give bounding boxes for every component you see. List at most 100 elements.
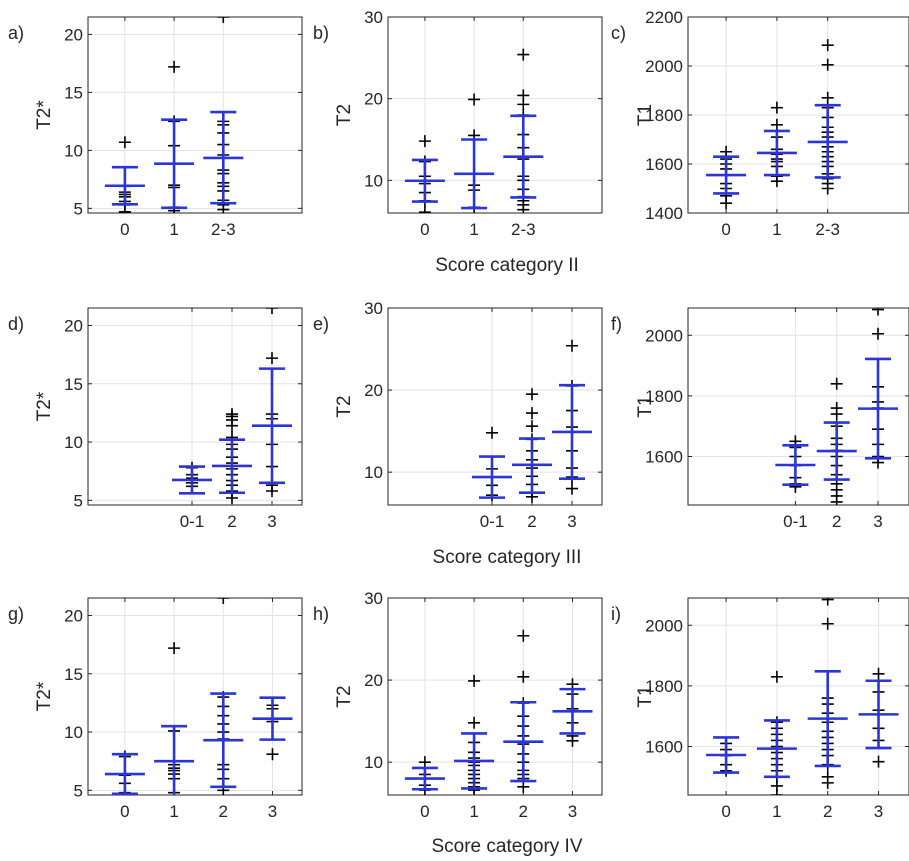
y-axis-label: T1	[635, 395, 656, 417]
y-tick-label: 1800	[645, 387, 683, 406]
error-bar	[172, 465, 212, 495]
y-tick-label: 5	[74, 781, 83, 800]
y-tick-label: 1600	[645, 738, 683, 757]
error-bar	[252, 696, 293, 741]
panel-label: e)	[313, 314, 329, 334]
y-tick-label: 1600	[645, 448, 683, 467]
panel-i: 1600 1800 2000 0 1 2 3 T1 i)	[611, 597, 909, 821]
error-bar	[512, 437, 552, 494]
data-layer	[104, 598, 293, 795]
panel-a: 5 10 15 20 0 1 2-3 T2* a)	[8, 16, 303, 239]
error-bar	[203, 692, 244, 789]
y-tick-label: 10	[364, 463, 383, 482]
x-tick-label: 0-1	[180, 512, 205, 531]
data-layer	[775, 308, 899, 505]
error-bar	[404, 766, 445, 791]
y-axis-label: T2	[334, 395, 355, 417]
data-layer	[404, 48, 544, 213]
x-tick-label: 0	[721, 802, 730, 821]
panel-e: 10 20 30 0-1 2 3 T2 e)	[313, 299, 603, 531]
y-tick-label: 5	[74, 199, 83, 218]
y-tick-label: 2000	[645, 57, 683, 76]
grid	[88, 17, 302, 213]
axes-box	[387, 307, 603, 506]
grid	[688, 308, 909, 505]
x-tick-label: 0-1	[480, 512, 505, 531]
error-bar	[756, 129, 797, 177]
y-axis-label: T2*	[34, 391, 55, 421]
panel-label: a)	[8, 23, 24, 43]
x-tick-label: 1	[169, 802, 178, 821]
y-tick-label: 15	[64, 665, 83, 684]
data-layer	[706, 39, 848, 210]
y-tick-label: 10	[64, 141, 83, 160]
y-tick-label: 15	[64, 375, 83, 394]
x-tick-label: 1	[772, 220, 781, 239]
data-layer	[104, 17, 244, 213]
y-tick-label: 10	[64, 433, 83, 452]
x-tick-label: 2	[519, 802, 528, 821]
error-bar	[212, 438, 252, 495]
error-bar	[858, 357, 899, 460]
x-tick-label: 2-3	[211, 220, 236, 239]
error-bar	[454, 138, 495, 210]
row-xlabel-iii: Score category III	[433, 547, 582, 568]
error-bar	[154, 724, 195, 795]
data-point	[821, 182, 834, 195]
y-axis-label: T2*	[34, 681, 55, 711]
error-bar	[104, 752, 145, 795]
panel-label: b)	[313, 23, 329, 43]
x-tick-label: 0	[120, 802, 129, 821]
data-point	[821, 776, 834, 789]
error-bar	[706, 736, 747, 774]
panel-f: 1600 1800 2000 0-1 2 3 T1 f)	[611, 307, 909, 531]
error-bar	[252, 367, 292, 485]
data-point	[830, 495, 843, 505]
x-tick-label: 2	[227, 512, 236, 531]
data-point	[266, 308, 278, 314]
data-point	[872, 667, 885, 680]
error-bar	[154, 118, 195, 210]
x-tick-label: 3	[874, 802, 883, 821]
data-point	[821, 39, 834, 52]
y-tick-label: 20	[364, 671, 383, 690]
x-tick-label: 3	[268, 802, 277, 821]
panel-b: 10 20 30 0 1 2-3 T2 b)	[313, 8, 603, 239]
data-point	[872, 308, 885, 316]
x-tick-label: 0-1	[783, 512, 808, 531]
data-point	[266, 748, 279, 761]
data-point	[720, 197, 733, 210]
y-tick-label: 2000	[645, 616, 683, 635]
data-point	[526, 420, 538, 433]
data-layer	[404, 629, 593, 795]
y-tick-label: 10	[64, 723, 83, 742]
x-tick-label: 2	[823, 802, 832, 821]
x-tick-label: 0	[721, 220, 730, 239]
y-axis-label: T2	[334, 685, 355, 707]
y-tick-label: 10	[364, 171, 383, 190]
data-point	[418, 206, 431, 213]
data-layer	[472, 339, 592, 503]
y-tick-label: 30	[364, 8, 383, 27]
grid	[388, 307, 602, 505]
panel-label: f)	[611, 314, 622, 334]
axes-box	[387, 597, 603, 796]
y-tick-label: 1600	[645, 155, 683, 174]
data-layer	[706, 598, 899, 795]
error-bar	[552, 687, 593, 735]
data-point	[830, 408, 843, 421]
data-point	[770, 101, 783, 114]
data-point	[566, 482, 578, 495]
error-bar	[816, 421, 857, 481]
axes-box	[87, 307, 303, 506]
data-point	[566, 339, 578, 352]
x-tick-label: 1	[169, 220, 178, 239]
x-tick-label: 3	[267, 512, 276, 531]
data-point	[770, 175, 783, 188]
y-tick-label: 20	[364, 381, 383, 400]
y-tick-label: 20	[64, 25, 83, 44]
axes-box	[87, 597, 303, 796]
data-point	[266, 485, 278, 498]
data-point	[830, 377, 843, 390]
data-point	[226, 419, 238, 432]
